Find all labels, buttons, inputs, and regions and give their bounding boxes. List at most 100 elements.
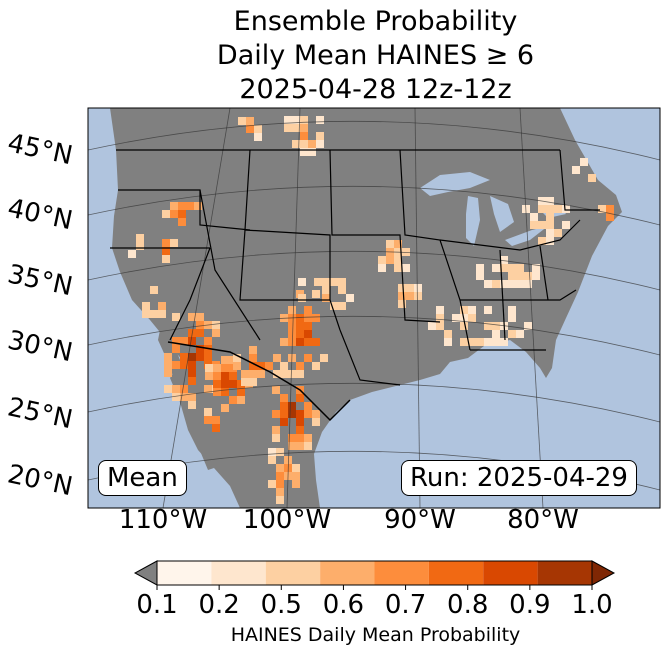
colorbar-segment [211, 561, 266, 585]
longitude-gridline [414, 108, 421, 508]
probability-cell [546, 221, 554, 229]
probability-cell [213, 388, 221, 396]
probability-cell [572, 166, 580, 174]
probability-cell [178, 210, 186, 218]
probability-cell [500, 280, 508, 288]
probability-cell [378, 256, 386, 264]
probability-cell [298, 278, 306, 286]
probability-cell [338, 302, 346, 310]
probability-cell [204, 416, 212, 424]
colorbar-label: HAINES Daily Mean Probability [230, 624, 521, 646]
lake-erie [505, 226, 548, 246]
probability-cell [516, 280, 524, 288]
probability-cell [249, 346, 257, 354]
probability-cell [276, 496, 284, 504]
probability-cell [164, 361, 172, 369]
probability-cell [500, 264, 508, 272]
probability-cell [213, 380, 221, 388]
probability-cell [212, 416, 220, 424]
probability-cell [229, 372, 237, 380]
probability-cell [162, 239, 170, 247]
colorbar-segment [265, 561, 321, 585]
probability-cell [233, 354, 241, 362]
probability-cell [204, 408, 212, 416]
probability-cell [128, 250, 136, 258]
probability-cell [296, 338, 304, 346]
probability-cell [554, 229, 562, 237]
probability-cell [288, 370, 296, 378]
probability-cell [170, 210, 178, 218]
probability-cell [598, 205, 606, 213]
probability-cell [257, 362, 265, 370]
probability-cell [272, 386, 280, 394]
probability-cell [280, 418, 288, 426]
probability-cell [508, 280, 516, 288]
probability-cell [330, 278, 338, 286]
probability-cell [254, 125, 262, 133]
probability-cell [136, 234, 144, 242]
probability-cell [221, 388, 229, 396]
probability-cell [304, 442, 312, 450]
map-frame [87, 107, 661, 509]
probability-cell [304, 402, 312, 410]
lake-huron [490, 196, 514, 232]
probability-cell [292, 464, 300, 472]
probability-cell [296, 314, 304, 322]
lon-label-90w: 90°W [384, 505, 456, 535]
probability-cell [378, 264, 386, 272]
probability-cell [237, 388, 245, 396]
colorbar-tick-label: 0.7 [384, 590, 427, 620]
probability-cell [316, 132, 324, 140]
state-border [339, 329, 401, 386]
title-line-2: Daily Mean HAINES ≥ 6 [216, 40, 535, 71]
probability-cell [452, 314, 460, 322]
probability-cell [273, 370, 281, 378]
probability-cell [162, 255, 170, 263]
probability-cell [221, 372, 229, 380]
probability-cell [272, 426, 280, 434]
probability-cell [280, 402, 288, 410]
probability-cell [150, 286, 158, 294]
colorbar-segment [483, 561, 538, 585]
probability-cell [530, 213, 538, 221]
probability-cell [460, 322, 468, 330]
probability-cell [468, 338, 476, 346]
state-border [499, 249, 506, 341]
probability-cell [304, 338, 312, 346]
probability-cell [162, 210, 170, 218]
probability-cell [268, 456, 276, 464]
probability-cell [538, 237, 546, 245]
probability-cell [281, 370, 289, 378]
state-border [439, 219, 581, 251]
probability-cell [402, 248, 410, 256]
probability-cell [229, 380, 237, 388]
probability-cell [500, 256, 508, 264]
probability-cell [562, 205, 570, 213]
probability-cell [304, 354, 312, 362]
probability-cell [300, 140, 308, 148]
probability-cell [265, 362, 273, 370]
probability-cell [288, 442, 296, 450]
probability-cell [196, 321, 204, 329]
latitude-gridline [88, 315, 660, 356]
probability-cell [468, 306, 476, 314]
probability-cell [406, 284, 414, 292]
probability-cell [188, 393, 196, 401]
probability-cell [212, 424, 220, 432]
probability-cell [188, 401, 196, 409]
probability-cell [288, 306, 296, 314]
probability-cell [312, 362, 320, 370]
probability-cell [296, 370, 304, 378]
probability-cell [280, 338, 288, 346]
probability-cell [205, 364, 213, 372]
probability-cell [158, 310, 166, 318]
colorbar-tick-label: 0.2 [198, 590, 240, 620]
probability-cell [150, 310, 158, 318]
probability-cell [338, 286, 346, 294]
probability-cell [142, 310, 150, 318]
probability-cell [554, 205, 562, 213]
probability-cell [298, 294, 306, 302]
probability-cell [180, 385, 188, 393]
probability-cell [178, 218, 186, 226]
